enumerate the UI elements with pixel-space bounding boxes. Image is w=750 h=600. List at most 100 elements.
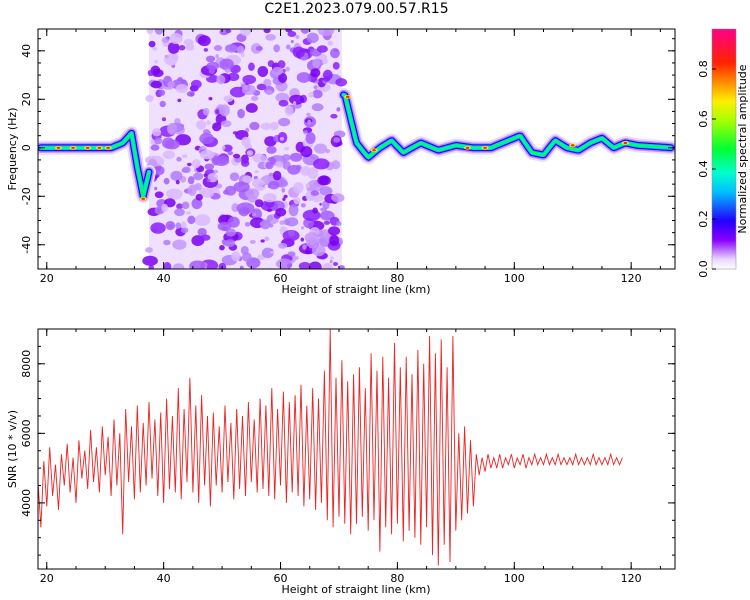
- colorbar-tick-label: 0.6: [697, 110, 710, 128]
- colorbar-ticks: 0.0 0.2 0.4 0.6 0.8: [697, 60, 716, 278]
- noise-blob: [167, 123, 177, 135]
- noise-blob: [242, 175, 253, 183]
- noise-blob: [282, 197, 286, 201]
- spectrogram-y-tick-label: -40: [20, 236, 33, 254]
- noise-blob: [338, 265, 345, 269]
- snr-x-label: Height of straight line (km): [281, 583, 430, 596]
- ridge-peak-core: [141, 197, 145, 200]
- noise-blob: [244, 222, 251, 227]
- noise-blob: [154, 59, 158, 64]
- noise-blob: [293, 181, 304, 194]
- noise-blob: [199, 149, 215, 160]
- noise-blob: [310, 190, 319, 196]
- snr-x-tick-label: 80: [390, 572, 404, 585]
- noise-blob: [189, 260, 206, 269]
- spectrogram-y-tick-label: 0: [20, 144, 33, 151]
- noise-blob: [242, 74, 257, 85]
- ridge-peak-core: [570, 144, 575, 147]
- spectrogram-y-label: Frequency (Hz): [6, 108, 19, 191]
- noise-blob: [329, 260, 333, 264]
- noise-blob: [224, 239, 236, 247]
- noise-blob: [265, 89, 273, 96]
- noise-blob: [204, 163, 215, 170]
- noise-blob: [219, 104, 230, 117]
- noise-blob: [201, 187, 215, 198]
- noise-blob: [319, 186, 333, 196]
- noise-blob: [285, 66, 290, 72]
- noise-blob: [236, 45, 245, 54]
- ridge-peak-core: [483, 146, 487, 149]
- snr-y-tick-label: 4000: [20, 489, 33, 517]
- noise-blob: [205, 55, 216, 63]
- noise-blob: [255, 45, 263, 51]
- noise-blob: [167, 81, 176, 88]
- noise-blob: [289, 152, 303, 162]
- noise-blob: [233, 181, 250, 193]
- noise-blob: [330, 256, 334, 260]
- noise-blob: [162, 137, 175, 149]
- noise-blob: [284, 105, 294, 116]
- noise-blob: [312, 58, 321, 69]
- spectrogram-y-tick-label: 40: [20, 44, 33, 58]
- noise-blob: [307, 167, 319, 180]
- noise-blob: [305, 183, 310, 189]
- spectrogram-axes: 20 40 60 80 100 120 -40 -20 0 20 40: [20, 29, 675, 285]
- noise-blob: [175, 179, 180, 185]
- noise-blob: [261, 247, 274, 259]
- noise-blob: [145, 247, 153, 253]
- noise-blob: [287, 164, 301, 175]
- noise-blob: [312, 89, 323, 99]
- noise-blob: [165, 188, 183, 200]
- noise-blob: [150, 222, 166, 234]
- noise-blob: [305, 132, 316, 144]
- noise-blob: [249, 239, 256, 244]
- noise-blob: [256, 83, 267, 91]
- ridge-peak-core: [465, 146, 470, 149]
- noise-blob: [265, 34, 276, 41]
- noise-blob: [185, 43, 195, 51]
- noise-blob: [248, 62, 255, 71]
- noise-blob: [215, 54, 220, 59]
- noise-blob: [216, 74, 226, 85]
- noise-blob: [195, 193, 203, 201]
- ridge-peak-core: [623, 141, 628, 145]
- noise-blob: [302, 244, 307, 250]
- noise-blob: [219, 158, 226, 165]
- noise-blob: [186, 162, 192, 167]
- noise-blob: [245, 103, 258, 113]
- noise-blob: [316, 45, 328, 53]
- noise-blob: [300, 237, 305, 242]
- noise-blob: [172, 239, 187, 250]
- noise-blob: [187, 184, 197, 197]
- noise-blob: [154, 191, 164, 199]
- noise-blob: [238, 206, 250, 217]
- noise-blob: [215, 109, 220, 115]
- noise-blob: [278, 242, 288, 249]
- noise-blob: [322, 263, 334, 269]
- noise-blob: [319, 210, 335, 221]
- noise-blob: [240, 159, 250, 167]
- noise-blob: [272, 170, 282, 181]
- noise-blob: [284, 146, 290, 151]
- ridge-peak-core: [372, 149, 376, 152]
- noise-blob: [212, 122, 222, 132]
- noise-blob: [237, 108, 245, 119]
- noise-blob: [286, 44, 291, 50]
- noise-blob: [336, 107, 341, 112]
- snr-y-tick-label: 8000: [20, 350, 33, 378]
- noise-blob: [263, 237, 270, 242]
- ridge-peak-core: [345, 95, 350, 98]
- noise-blob: [250, 95, 259, 102]
- noise-blob: [298, 261, 311, 269]
- noise-blob: [205, 131, 211, 135]
- noise-blob: [161, 203, 169, 212]
- snr-frame: [37, 328, 676, 570]
- noise-blob: [191, 159, 201, 169]
- noise-blob: [266, 146, 277, 154]
- noise-blob: [275, 207, 287, 217]
- noise-blob: [335, 78, 348, 87]
- noise-blob: [283, 194, 288, 199]
- noise-blob: [225, 228, 237, 237]
- noise-blob: [199, 132, 214, 145]
- noise-blob: [295, 256, 299, 260]
